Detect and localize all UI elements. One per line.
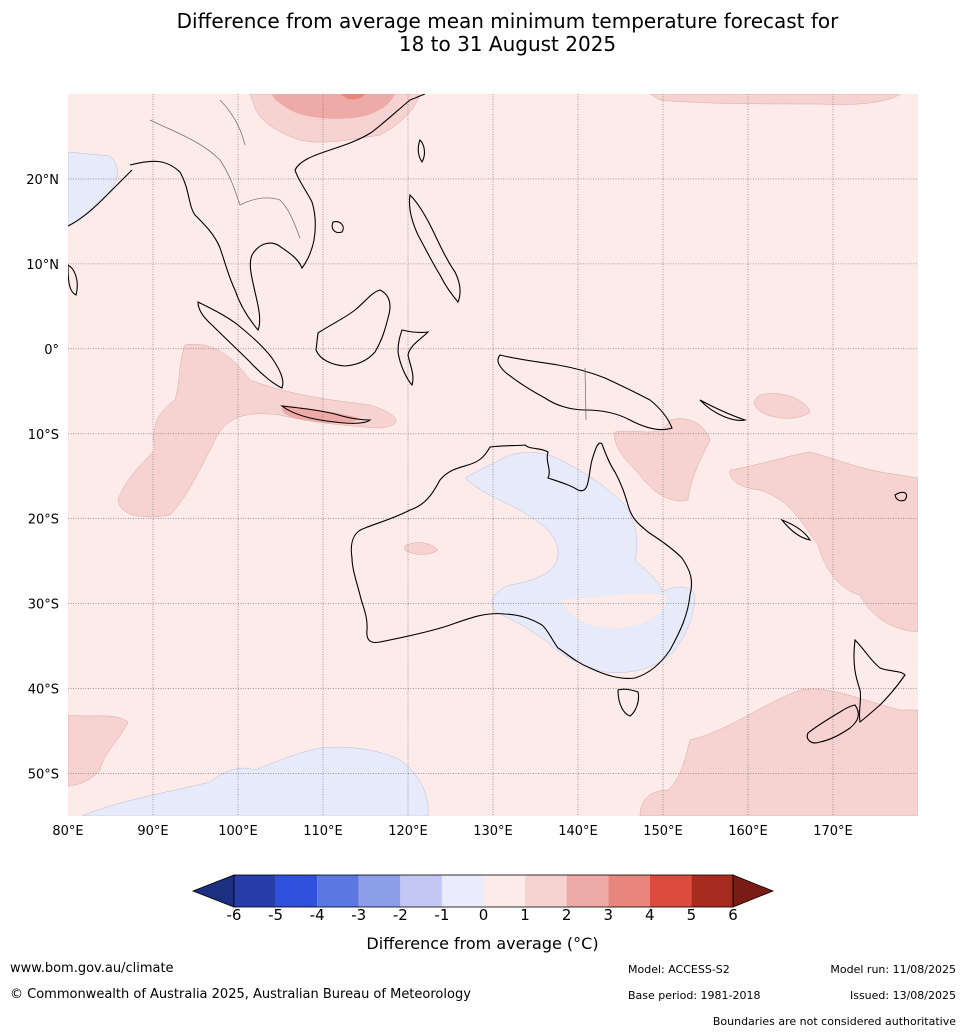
latitude-tick-label: 30°S — [28, 598, 59, 613]
coastline-hainan — [331, 221, 344, 234]
coastline-taiwan — [417, 139, 425, 164]
coastline-borneo — [315, 289, 391, 367]
colorbar-swatch — [358, 875, 401, 907]
boundaries-note: Boundaries are not considered authoritat… — [712, 1015, 956, 1028]
anomaly-region-china-hot — [340, 94, 365, 100]
colorbar-tick-label: 3 — [603, 906, 614, 924]
coastline-nz-north-island — [853, 638, 906, 724]
model-run-text: Model run: 11/08/2025 — [830, 963, 956, 976]
colorbar-swatch — [566, 875, 609, 907]
coastline-new-guinea — [497, 354, 673, 431]
border-asia-internal — [149, 99, 301, 239]
coastline-india — [68, 169, 133, 227]
coastline-new-caledonia — [780, 518, 812, 541]
colorbar-swatch — [525, 875, 567, 907]
colorbar-under-arrow — [191, 874, 235, 908]
colorbar-swatch — [275, 875, 318, 907]
latitude-tick-label: 10°S — [28, 428, 59, 443]
coastline-sri-lanka — [68, 264, 78, 296]
colorbar-swatch — [441, 875, 484, 907]
colorbar-tick-label: -6 — [226, 906, 242, 924]
colorbar-tick-label: 2 — [561, 906, 572, 924]
colorbar-swatch — [649, 875, 692, 907]
colorbar-tick-label: -1 — [434, 906, 450, 924]
coastline-philippines — [408, 193, 461, 304]
coastline-nz-south-island — [806, 704, 859, 744]
latitude-tick-label: 50°S — [28, 768, 59, 783]
issued-text: Issued: 13/08/2025 — [849, 989, 956, 1002]
longitude-tick-label: 130°E — [473, 824, 513, 839]
website-link[interactable]: www.bom.gov.au/climate — [10, 961, 174, 976]
coastline-fiji — [894, 491, 908, 502]
anomaly-shading — [68, 94, 918, 816]
anomaly-region-java-warm — [281, 405, 360, 424]
anomaly-region-inland-wa — [404, 542, 439, 555]
longitude-tick-label: 160°E — [728, 824, 768, 839]
colorbar-swatch — [234, 875, 276, 907]
colorbar-swatch — [483, 875, 526, 907]
latitude-tick-label: 0° — [44, 343, 59, 358]
axis-labels: 80°E 90°E 100°E 110°E 120°E 130°E 140°E 150°E 16… — [26, 173, 853, 839]
coastline-mainland-asia — [129, 94, 426, 332]
anomaly-region-southern-indian — [68, 714, 129, 787]
anomaly-region-gulf-cool — [560, 593, 666, 629]
colorbar-tick-label: 6 — [728, 906, 738, 924]
colorbar-axis-label: Difference from average (°C) — [366, 934, 599, 953]
border-png-indonesia — [584, 367, 587, 421]
latitude-tick-label: 10°N — [26, 258, 59, 273]
colorbar-tick-label: 5 — [686, 906, 697, 924]
colorbar-tick-label: 0 — [478, 906, 489, 924]
gridlines — [68, 94, 918, 816]
longitude-tick-label: 90°E — [137, 824, 168, 839]
longitude-tick-label: 170°E — [813, 824, 853, 839]
title-line-2: 18 to 31 August 2025 — [398, 32, 617, 56]
country-borders — [149, 99, 587, 421]
title-line-1: Difference from average mean minimum tem… — [176, 9, 839, 33]
coastline-sulawesi — [397, 329, 430, 387]
colorbar-tick-label: 4 — [645, 906, 655, 924]
coastline-tasmania — [617, 688, 640, 717]
longitude-tick-label: 140°E — [558, 824, 598, 839]
longitude-tick-label: 150°E — [643, 824, 683, 839]
colorbar-swatch — [317, 875, 359, 907]
anomaly-region-southern-ocean-cool — [81, 746, 429, 816]
map-title: Difference from average mean minimum tem… — [0, 10, 965, 56]
anomaly-region-vanuatu — [754, 393, 811, 419]
coastline-java — [280, 405, 372, 424]
longitude-tick-label: 110°E — [303, 824, 343, 839]
anomaly-region-coral-sea — [614, 418, 711, 502]
latitude-tick-label: 20°N — [26, 173, 59, 188]
colorbar-swatch — [608, 875, 650, 907]
base-period-text: Base period: 1981-2018 — [628, 989, 761, 1002]
colorbar-tick-label: -5 — [268, 906, 284, 924]
model-text: Model: ACCESS-S2 — [628, 963, 730, 976]
coastline-sumatra — [197, 301, 284, 389]
colorbar-over-arrow — [732, 874, 775, 908]
colorbar-tick-label: -2 — [392, 906, 408, 924]
longitude-tick-label: 80°E — [52, 824, 83, 839]
coastline-australia — [350, 442, 693, 679]
longitude-tick-label: 100°E — [218, 824, 258, 839]
longitude-tick-label: 120°E — [388, 824, 428, 839]
colorbar-tick-label: 1 — [520, 906, 530, 924]
anomaly-region-west-indian-ocean — [117, 343, 397, 518]
anomaly-region-china-warm — [272, 94, 395, 119]
colorbar-frame — [233, 874, 734, 908]
anomaly-region-southwest-pacific — [729, 451, 918, 633]
colorbar-tick-label: -3 — [351, 906, 367, 924]
colorbar-swatch — [691, 875, 733, 907]
anomaly-region-tasman-south — [639, 688, 918, 816]
colorbar — [191, 874, 775, 908]
coastline-solomon — [699, 399, 748, 421]
colorbar-tick-labels: -6 -5 -4 -3 -2 -1 0 1 2 3 4 5 6 — [0, 906, 965, 928]
copyright-text: © Commonwealth of Australia 2025, Austra… — [10, 987, 471, 1002]
coastlines — [68, 94, 908, 744]
colorbar-tick-label: -4 — [309, 906, 325, 924]
anomaly-region-north-pacific — [649, 94, 901, 105]
latitude-tick-label: 40°S — [28, 683, 59, 698]
colorbar-swatch — [400, 875, 442, 907]
latitude-tick-label: 20°S — [28, 513, 59, 528]
